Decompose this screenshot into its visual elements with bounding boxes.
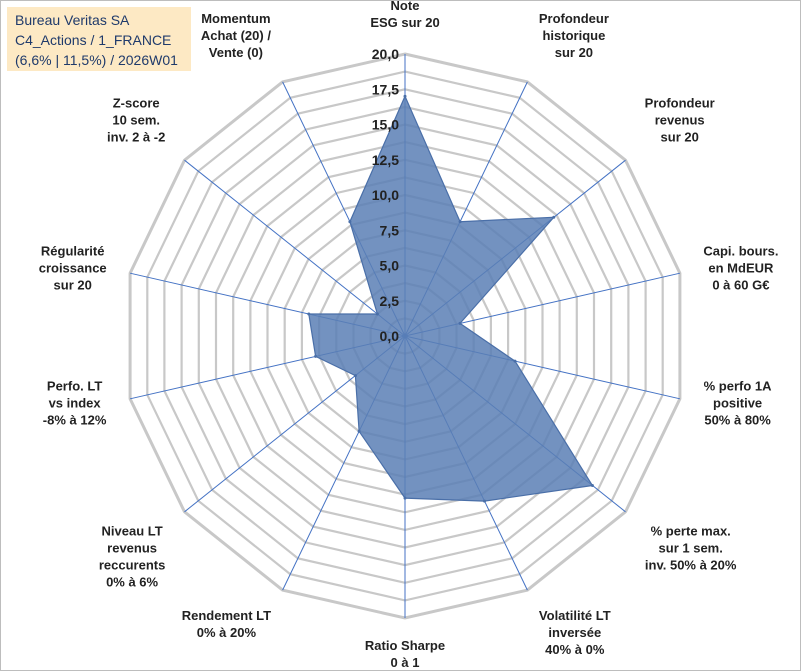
axis-label: Profondeur historique sur 20 (539, 11, 609, 60)
axis-label-line: vs index (49, 396, 102, 411)
axis-label: % perfo 1A positive 50% à 80% (704, 379, 773, 428)
axis-label: Rendement LT 0% à 20% (182, 608, 271, 640)
data-point (357, 429, 361, 433)
axis-label: Profondeur revenus sur 20 (645, 96, 715, 145)
data-point (590, 484, 594, 487)
tick-label: 20,0 (372, 46, 399, 62)
axis-label-line: Rendement LT (182, 608, 271, 623)
axis-label-line: Profondeur (539, 11, 609, 26)
axis-label: Volatilité LT inversée 40% à 0% (539, 608, 611, 657)
data-point (458, 220, 462, 224)
axis-label-line: en MdEUR (708, 260, 774, 275)
chart-title-line-3: (6,6% | 11,5%) / 2026W01 (15, 52, 178, 68)
axis-label-line: sur 20 (555, 45, 593, 60)
axis-label-line: inv. 2 à -2 (107, 130, 165, 145)
axis-label-line: historique (542, 28, 605, 43)
axis-label: Z-score 10 sem. inv. 2 à -2 (107, 96, 165, 145)
axis-label-line: Perfo. LT (47, 379, 102, 394)
tick-label: 7,5 (380, 222, 400, 238)
axis-label-line: reccurents (99, 558, 165, 573)
chart-title-line-1: Bureau Veritas SA (15, 12, 130, 28)
axis-label-line: % perfo 1A (704, 379, 773, 394)
data-point (513, 359, 517, 363)
axis-spoke (184, 159, 406, 337)
axis-label: Note ESG sur 20 (370, 1, 439, 30)
data-series-area (308, 94, 594, 502)
axis-label: Perfo. LT vs index -8% à 12% (43, 379, 107, 428)
axis-label-line: -8% à 12% (43, 413, 107, 428)
data-point (353, 374, 357, 378)
axis-label-line: % perte max. (651, 524, 731, 539)
axis-label-line: inv. 50% à 20% (645, 558, 737, 573)
data-point (403, 496, 407, 500)
axis-label-line: 10 sem. (112, 113, 160, 128)
axis-label-line: 0% à 20% (197, 625, 257, 640)
tick-label: 12,5 (372, 152, 399, 168)
axis-label-line: Volatilité LT (539, 608, 611, 623)
data-point (552, 215, 556, 219)
axis-label-line: inversée (548, 625, 601, 640)
axis-label-line: 0% à 6% (106, 575, 158, 590)
axis-label-line: Ratio Sharpe (365, 638, 445, 653)
data-point (483, 499, 486, 503)
axis-label-line: croissance (39, 260, 107, 275)
axis-label-line: Z-score (113, 96, 160, 111)
axis-label-line: revenus (107, 541, 157, 556)
chart-title-box: Bureau Veritas SA C4_Actions / 1_FRANCE … (7, 7, 191, 71)
axis-label-line: sur 20 (661, 130, 699, 145)
data-point (348, 220, 352, 224)
axis-label-line: Vente (0) (209, 45, 263, 60)
data-point (314, 354, 318, 358)
axis-label: Momentum Achat (20) / Vente (0) (201, 11, 271, 60)
axis-label-line: sur 1 sem. (659, 541, 723, 556)
axis-label-line: Profondeur (645, 96, 715, 111)
axis-label-line: Régularité (41, 243, 105, 258)
data-point (458, 321, 462, 325)
axis-label-line: 0 à 60 G€ (712, 277, 769, 292)
tick-label: 10,0 (372, 187, 399, 203)
axis-label: Niveau LT revenus reccurents 0% à 6% (99, 524, 165, 590)
axis-label-line: sur 20 (54, 277, 92, 292)
axis-label: Régularité croissance sur 20 (39, 243, 107, 292)
tick-label: 5,0 (380, 258, 400, 274)
axis-label-line: Achat (20) / (201, 28, 271, 43)
axis-label-line: revenus (655, 113, 705, 128)
axis-label-line: 40% à 0% (545, 642, 605, 657)
axis-label-line: Capi. bours. (703, 243, 778, 258)
axis-label-line: positive (713, 396, 762, 411)
axis-label: Capi. bours. en MdEUR 0 à 60 G€ (703, 243, 778, 292)
axis-label-line: ESG sur 20 (370, 15, 439, 30)
tick-label: 2,5 (380, 293, 400, 309)
axis-label-line: Momentum (201, 11, 270, 26)
axis-label: Ratio Sharpe 0 à 1 (365, 638, 445, 670)
data-point (375, 312, 379, 316)
axis-label-line: Note (391, 1, 420, 13)
tick-label: 15,0 (372, 117, 399, 133)
axis-label-line: 0 à 1 (391, 655, 420, 670)
data-point (403, 94, 407, 98)
axis-label-line: Niveau LT (102, 524, 163, 539)
data-point (307, 312, 311, 316)
axis-label: % perte max. sur 1 sem. inv. 50% à 20% (645, 524, 737, 573)
tick-label: 0,0 (380, 328, 400, 344)
axis-label-line: 50% à 80% (704, 413, 771, 428)
chart-title-line-2: C4_Actions / 1_FRANCE (15, 32, 172, 48)
tick-label: 17,5 (372, 81, 399, 97)
